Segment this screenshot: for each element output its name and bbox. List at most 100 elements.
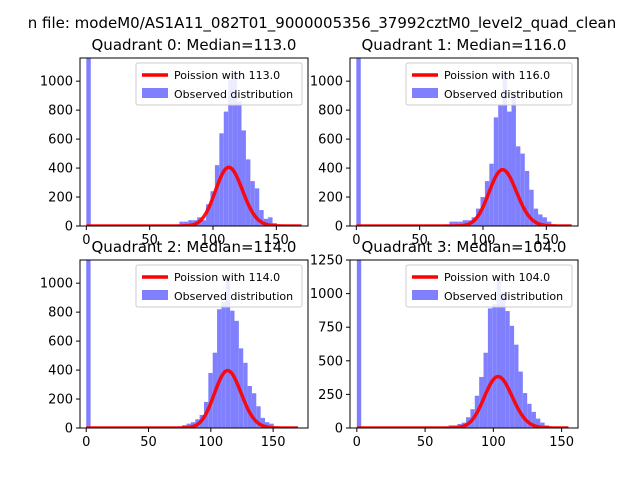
legend-bar-swatch <box>412 88 438 98</box>
x-tick-label: 0 <box>352 233 360 248</box>
axes-frame <box>349 57 579 227</box>
histogram-bar <box>225 277 231 428</box>
histogram-bar <box>201 220 207 226</box>
histogram-bar <box>256 406 261 428</box>
histogram-bar <box>206 204 211 226</box>
legend-bar-swatch <box>412 290 438 300</box>
histogram-bar <box>269 423 274 428</box>
histogram-bar <box>500 292 506 428</box>
x-tick-label: 50 <box>411 233 428 248</box>
chart-panel-3: 0 50 100 150 0 250 500 750 1000 1250 Quadrant 3: M… <box>310 238 579 450</box>
legend-label-observed: Observed distribution <box>444 88 563 101</box>
y-tick-label: 600 <box>318 133 343 148</box>
histogram-bar <box>210 191 215 226</box>
histogram-bar <box>228 79 233 226</box>
y-tick-label: 500 <box>318 354 343 369</box>
histogram-bar <box>493 117 499 226</box>
histogram-bar <box>489 163 494 226</box>
poisson-curve <box>86 165 302 226</box>
y-tick-label: 0 <box>335 422 343 437</box>
x-tick-label: 100 <box>471 233 496 248</box>
legend-box <box>405 62 573 106</box>
x-tick-label: 50 <box>141 233 158 248</box>
histogram-bar <box>518 371 523 428</box>
x-tick-label: 50 <box>417 435 434 450</box>
histogram-bar <box>86 260 91 428</box>
x-tick-label: 100 <box>201 233 226 248</box>
x-tick-label: 150 <box>549 435 574 450</box>
histogram-bar <box>527 403 532 428</box>
y-tick-label: 1000 <box>40 75 73 90</box>
x-tick-label: 150 <box>534 233 559 248</box>
histogram-bar <box>535 418 541 428</box>
y-tick-label: 800 <box>48 104 73 119</box>
histogram-bar <box>529 189 534 226</box>
axes-frame <box>349 259 579 429</box>
legend-bar-swatch <box>142 290 168 300</box>
y-tick-label: 0 <box>65 220 73 235</box>
chart-panel-1: 0 50 100 150 0 200 400 600 800 1000 Quadrant 1: Me… <box>310 36 579 248</box>
y-tick-label: 250 <box>318 388 343 403</box>
histogram-bar <box>179 221 184 226</box>
chart-panel-0: 0 50 100 150 0 200 400 600 800 1000 Quadrant 0: Me… <box>40 36 309 248</box>
y-tick-label: 200 <box>48 191 73 206</box>
x-tick-label: 150 <box>261 435 286 450</box>
panel-title: Quadrant 2: Median=114.0 <box>92 238 297 256</box>
histogram-bar <box>531 411 536 428</box>
x-tick-label: 0 <box>82 435 90 450</box>
legend-box <box>405 264 573 308</box>
axes-frame <box>79 259 309 429</box>
y-tick-label: 800 <box>318 104 343 119</box>
x-tick-label: 100 <box>198 435 223 450</box>
histogram-bar <box>505 311 510 428</box>
histogram-bar <box>217 309 222 428</box>
histogram-bar <box>251 393 257 428</box>
y-tick-label: 200 <box>48 393 73 408</box>
x-tick-label: 100 <box>481 435 506 450</box>
histogram-bar <box>522 393 528 428</box>
histogram-bar <box>449 221 454 226</box>
histogram-bar <box>509 325 515 428</box>
histogram-bar <box>458 221 463 226</box>
histogram-bar <box>243 362 248 428</box>
histogram-bar <box>268 217 273 226</box>
y-tick-label: 1000 <box>40 277 73 292</box>
histogram-bar <box>241 130 246 226</box>
histogram-bar <box>237 101 242 226</box>
histogram-bar <box>188 220 193 226</box>
histogram-bar <box>230 310 235 428</box>
x-tick-label: 0 <box>353 435 361 450</box>
panel-title: Quadrant 0: Median=113.0 <box>92 36 297 54</box>
legend-label-observed: Observed distribution <box>174 88 293 101</box>
histogram-bar <box>234 320 239 428</box>
poisson-curve <box>86 368 299 428</box>
histogram-bar <box>511 92 516 226</box>
legend-label-poisson: Poission with 104.0 <box>444 271 550 284</box>
histogram-bar <box>515 146 521 226</box>
legend-bar-swatch <box>142 88 168 98</box>
poisson-curve <box>356 167 572 226</box>
x-tick-label: 0 <box>82 233 90 248</box>
poisson-curve <box>356 374 569 428</box>
histogram-bar <box>484 181 490 226</box>
legend-label-poisson: Poission with 114.0 <box>174 271 280 284</box>
histogram-bar <box>496 277 501 428</box>
histogram-bar <box>546 221 552 226</box>
legend-label-observed: Observed distribution <box>444 290 563 303</box>
histogram-bar <box>232 72 238 226</box>
plot-area-2 <box>86 260 299 428</box>
axes-frame <box>79 57 309 227</box>
chart-panel-2: 0 50 100 150 0 200 400 600 800 1000 Quadrant 2: Me… <box>40 238 309 450</box>
y-tick-label: 800 <box>48 306 73 321</box>
plot-area-1 <box>356 58 572 226</box>
plot-area-0 <box>86 58 302 226</box>
x-tick-label: 150 <box>264 233 289 248</box>
legend-label-poisson: Poission with 113.0 <box>174 69 280 82</box>
histogram-bar <box>356 58 361 226</box>
histogram-bar <box>356 260 362 428</box>
y-tick-label: 1250 <box>310 254 343 269</box>
histogram-bar <box>183 221 189 226</box>
y-tick-label: 600 <box>48 335 73 350</box>
